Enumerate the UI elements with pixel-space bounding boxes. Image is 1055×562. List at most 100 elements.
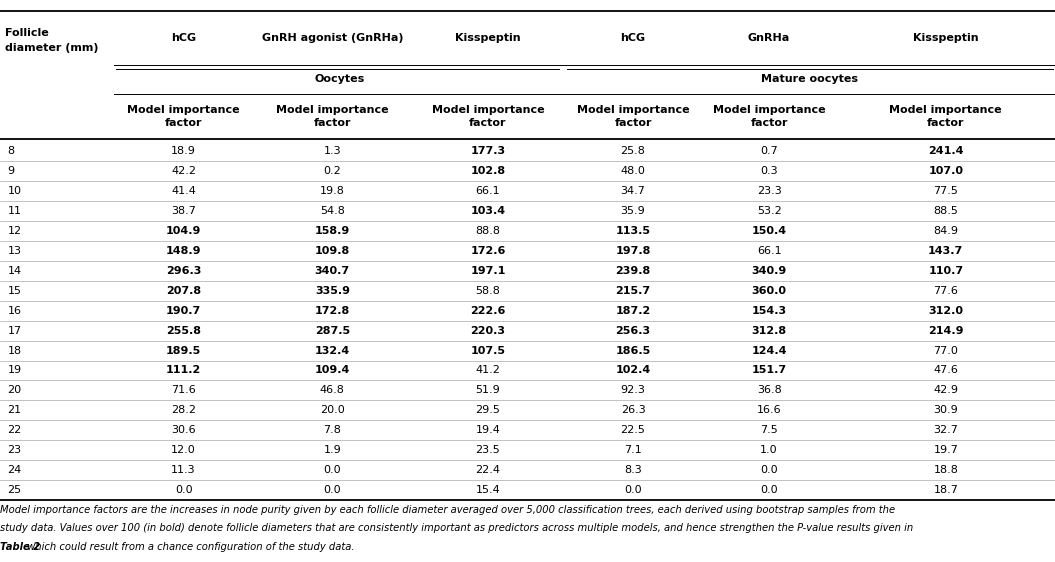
Text: Mature oocytes: Mature oocytes	[762, 74, 858, 84]
Text: 187.2: 187.2	[615, 306, 651, 316]
Text: 190.7: 190.7	[166, 306, 202, 316]
Text: 51.9: 51.9	[476, 386, 500, 396]
Text: Oocytes: Oocytes	[314, 74, 364, 84]
Text: 1.9: 1.9	[324, 445, 341, 455]
Text: GnRH agonist (GnRHa): GnRH agonist (GnRHa)	[262, 33, 403, 43]
Text: 25.8: 25.8	[620, 146, 646, 156]
Text: 255.8: 255.8	[166, 325, 202, 336]
Text: 104.9: 104.9	[166, 226, 202, 236]
Text: 20.0: 20.0	[320, 405, 345, 415]
Text: 12.0: 12.0	[171, 445, 196, 455]
Text: 84.9: 84.9	[934, 226, 958, 236]
Text: 48.0: 48.0	[620, 166, 646, 176]
Text: 88.5: 88.5	[934, 206, 958, 216]
Text: 360.0: 360.0	[751, 285, 787, 296]
Text: 41.4: 41.4	[171, 186, 196, 196]
Text: 340.7: 340.7	[314, 266, 350, 276]
Text: 18.8: 18.8	[934, 465, 958, 475]
Text: 18.7: 18.7	[934, 485, 958, 495]
Text: 150.4: 150.4	[751, 226, 787, 236]
Text: 17: 17	[7, 325, 21, 336]
Text: 0.7: 0.7	[761, 146, 778, 156]
Text: 256.3: 256.3	[615, 325, 651, 336]
Text: 15: 15	[7, 285, 21, 296]
Text: 88.8: 88.8	[476, 226, 500, 236]
Text: 143.7: 143.7	[928, 246, 963, 256]
Text: 109.8: 109.8	[314, 246, 350, 256]
Text: 177.3: 177.3	[471, 146, 505, 156]
Text: 20: 20	[7, 386, 21, 396]
Text: 1.0: 1.0	[761, 445, 778, 455]
Text: 172.8: 172.8	[314, 306, 350, 316]
Text: 158.9: 158.9	[314, 226, 350, 236]
Text: 42.9: 42.9	[934, 386, 958, 396]
Text: Model importance
factor: Model importance factor	[889, 105, 1002, 128]
Text: 8.3: 8.3	[625, 465, 641, 475]
Text: 26.3: 26.3	[620, 405, 646, 415]
Text: 19: 19	[7, 365, 21, 375]
Text: Follicle: Follicle	[5, 29, 49, 38]
Text: 7.5: 7.5	[761, 425, 778, 436]
Text: 7.8: 7.8	[324, 425, 341, 436]
Text: 58.8: 58.8	[476, 285, 500, 296]
Text: 0.0: 0.0	[324, 485, 341, 495]
Text: 215.7: 215.7	[615, 285, 651, 296]
Text: 0.0: 0.0	[761, 485, 778, 495]
Text: 109.4: 109.4	[314, 365, 350, 375]
Text: 28.2: 28.2	[171, 405, 196, 415]
Text: 14: 14	[7, 266, 21, 276]
Text: 21: 21	[7, 405, 21, 415]
Text: diameter (mm): diameter (mm)	[5, 43, 99, 53]
Text: Model importance factors are the increases in node purity given by each follicle: Model importance factors are the increas…	[0, 505, 895, 515]
Text: 111.2: 111.2	[166, 365, 202, 375]
Text: 92.3: 92.3	[620, 386, 646, 396]
Text: 47.6: 47.6	[934, 365, 958, 375]
Text: 10: 10	[7, 186, 21, 196]
Text: 12: 12	[7, 226, 21, 236]
Text: 124.4: 124.4	[751, 346, 787, 356]
Text: 241.4: 241.4	[928, 146, 963, 156]
Text: 19.4: 19.4	[476, 425, 500, 436]
Text: 239.8: 239.8	[615, 266, 651, 276]
Text: 154.3: 154.3	[751, 306, 787, 316]
Text: Model importance
factor: Model importance factor	[713, 105, 825, 128]
Text: 9: 9	[7, 166, 15, 176]
Text: 107.5: 107.5	[471, 346, 505, 356]
Text: 32.7: 32.7	[934, 425, 958, 436]
Text: 13: 13	[7, 246, 21, 256]
Text: 16.6: 16.6	[756, 405, 782, 415]
Text: 19.8: 19.8	[320, 186, 345, 196]
Text: 41.2: 41.2	[476, 365, 500, 375]
Text: 53.2: 53.2	[756, 206, 782, 216]
Text: 0.0: 0.0	[175, 485, 192, 495]
Text: 148.9: 148.9	[166, 246, 202, 256]
Text: 24: 24	[7, 465, 22, 475]
Text: 15.4: 15.4	[476, 485, 500, 495]
Text: Model importance
factor: Model importance factor	[431, 105, 544, 128]
Text: 23.3: 23.3	[756, 186, 782, 196]
Text: Table 2: Table 2	[0, 542, 40, 552]
Text: 66.1: 66.1	[756, 246, 782, 256]
Text: 18: 18	[7, 346, 21, 356]
Text: 22.5: 22.5	[620, 425, 646, 436]
Text: 197.8: 197.8	[615, 246, 651, 256]
Text: 207.8: 207.8	[166, 285, 202, 296]
Text: which could result from a chance configuration of the study data.: which could result from a chance configu…	[24, 542, 354, 552]
Text: 186.5: 186.5	[615, 346, 651, 356]
Text: 30.6: 30.6	[171, 425, 196, 436]
Text: hCG: hCG	[620, 33, 646, 43]
Text: 19.7: 19.7	[934, 445, 958, 455]
Text: Kisspeptin: Kisspeptin	[455, 33, 521, 43]
Text: 172.6: 172.6	[471, 246, 505, 256]
Text: 18.9: 18.9	[171, 146, 196, 156]
Text: Model importance
factor: Model importance factor	[577, 105, 689, 128]
Text: 0.0: 0.0	[324, 465, 341, 475]
Text: 11.3: 11.3	[171, 465, 196, 475]
Text: 25: 25	[7, 485, 21, 495]
Text: 113.5: 113.5	[615, 226, 651, 236]
Text: 66.1: 66.1	[476, 186, 500, 196]
Text: 54.8: 54.8	[320, 206, 345, 216]
Text: 23.5: 23.5	[476, 445, 500, 455]
Text: 7.1: 7.1	[625, 445, 641, 455]
Text: Kisspeptin: Kisspeptin	[913, 33, 979, 43]
